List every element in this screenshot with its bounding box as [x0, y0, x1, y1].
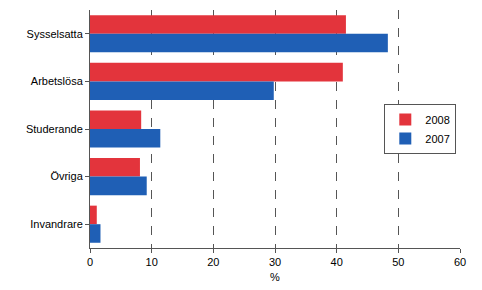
svg-text:2007: 2007	[425, 133, 449, 145]
svg-text:Övriga: Övriga	[50, 170, 83, 182]
svg-text:Sysselsatta: Sysselsatta	[27, 28, 84, 40]
svg-text:10: 10	[146, 256, 158, 268]
svg-text:Invandrare: Invandrare	[30, 218, 83, 230]
svg-text:2008: 2008	[425, 114, 449, 126]
svg-text:60: 60	[454, 256, 466, 268]
svg-text:30: 30	[269, 256, 281, 268]
svg-text:20: 20	[207, 256, 219, 268]
svg-text:50: 50	[392, 256, 404, 268]
svg-text:40: 40	[331, 256, 343, 268]
svg-text:Studerande: Studerande	[26, 123, 83, 135]
svg-text:Arbetslösa: Arbetslösa	[31, 75, 84, 87]
svg-text:0: 0	[87, 256, 93, 268]
svg-text:%: %	[270, 271, 280, 283]
